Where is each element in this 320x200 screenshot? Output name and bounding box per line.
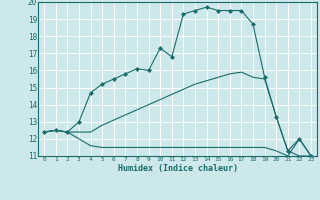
X-axis label: Humidex (Indice chaleur): Humidex (Indice chaleur) xyxy=(118,164,238,173)
